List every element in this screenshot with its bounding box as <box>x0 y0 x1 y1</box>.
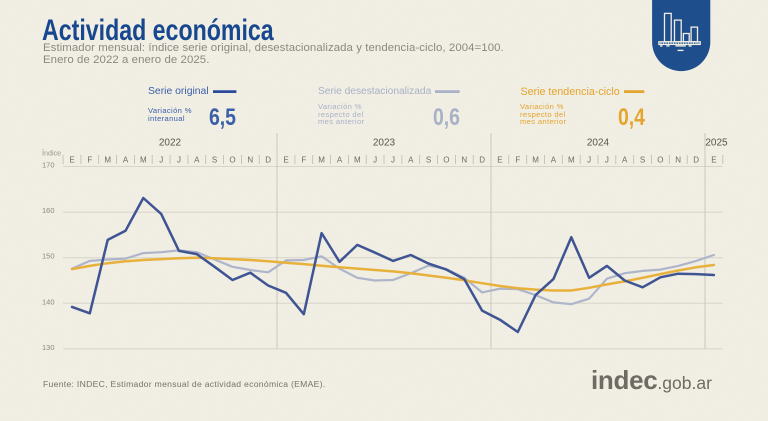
svg-text:J: J <box>177 156 181 165</box>
svg-text:Índice: Índice <box>42 148 61 157</box>
svg-text:F: F <box>87 156 92 165</box>
svg-text:A: A <box>337 156 343 165</box>
svg-text:140: 140 <box>42 297 55 306</box>
svg-text:S: S <box>640 156 645 165</box>
svg-text:N: N <box>675 156 681 165</box>
svg-text:E: E <box>497 156 502 165</box>
svg-text:E: E <box>711 156 716 165</box>
svg-text:A: A <box>622 156 628 165</box>
svg-text:F: F <box>301 156 306 165</box>
svg-text:160: 160 <box>42 206 55 215</box>
svg-text:S: S <box>212 156 217 165</box>
svg-text:D: D <box>693 156 699 165</box>
svg-text:2024: 2024 <box>587 138 610 149</box>
svg-text:A: A <box>194 156 200 165</box>
svg-text:D: D <box>479 156 485 165</box>
svg-text:J: J <box>373 156 377 165</box>
svg-text:O: O <box>443 156 449 165</box>
svg-text:A: A <box>123 156 129 165</box>
svg-text:M: M <box>354 156 361 165</box>
svg-text:J: J <box>391 156 395 165</box>
svg-text:M: M <box>318 156 325 165</box>
svg-text:M: M <box>568 156 575 165</box>
svg-text:J: J <box>587 156 591 165</box>
svg-text:A: A <box>408 156 414 165</box>
svg-text:F: F <box>515 156 520 165</box>
svg-text:A: A <box>551 156 557 165</box>
svg-text:E: E <box>69 156 74 165</box>
svg-text:N: N <box>247 156 253 165</box>
svg-text:M: M <box>532 156 539 165</box>
svg-text:E: E <box>283 156 288 165</box>
svg-text:M: M <box>140 156 147 165</box>
svg-text:J: J <box>605 156 609 165</box>
svg-text:O: O <box>229 156 235 165</box>
svg-text:D: D <box>265 156 271 165</box>
svg-text:2025: 2025 <box>705 138 728 149</box>
svg-text:O: O <box>657 156 663 165</box>
svg-text:170: 170 <box>42 161 55 170</box>
svg-text:150: 150 <box>42 252 55 261</box>
svg-text:2023: 2023 <box>373 138 396 149</box>
svg-text:S: S <box>426 156 431 165</box>
svg-text:N: N <box>461 156 467 165</box>
svg-text:130: 130 <box>42 343 55 352</box>
svg-text:M: M <box>104 156 111 165</box>
svg-text:2022: 2022 <box>159 138 182 149</box>
svg-text:J: J <box>159 156 163 165</box>
